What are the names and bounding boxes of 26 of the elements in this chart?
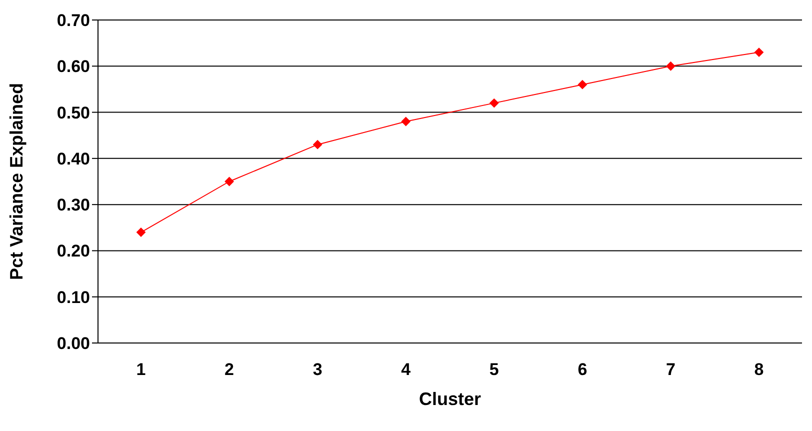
point bbox=[490, 98, 499, 108]
y-tick-label: 0.30 bbox=[56, 196, 90, 215]
y-tick-label: 0.00 bbox=[56, 334, 90, 354]
point bbox=[401, 117, 410, 126]
point bbox=[754, 48, 764, 57]
y-tick-label: 0.40 bbox=[56, 149, 90, 168]
x-tick-label: 3 bbox=[312, 360, 322, 380]
x-tick-label: 8 bbox=[754, 360, 764, 380]
x-tick-label: 2 bbox=[224, 360, 234, 380]
x-axis-title: Cluster bbox=[418, 389, 482, 409]
y-axis-title: Pct Variance Explained bbox=[6, 82, 26, 280]
y-tick-label: 0.10 bbox=[56, 288, 90, 307]
x-tick-label: 5 bbox=[489, 360, 499, 380]
x-tick-label: 1 bbox=[136, 360, 146, 380]
point bbox=[578, 80, 587, 90]
y-tick-label: 0.70 bbox=[56, 11, 90, 30]
point bbox=[224, 177, 234, 186]
point bbox=[136, 228, 146, 237]
x-tick-label: 6 bbox=[578, 360, 588, 380]
x-tick-label: 4 bbox=[401, 360, 412, 380]
y-tick-label: 0.60 bbox=[56, 57, 90, 76]
x-tick-label: 7 bbox=[666, 360, 676, 380]
point bbox=[666, 62, 676, 71]
y-tick-label: 0.20 bbox=[56, 242, 90, 261]
point bbox=[313, 140, 322, 150]
y-tick-label: 0.50 bbox=[56, 103, 90, 122]
